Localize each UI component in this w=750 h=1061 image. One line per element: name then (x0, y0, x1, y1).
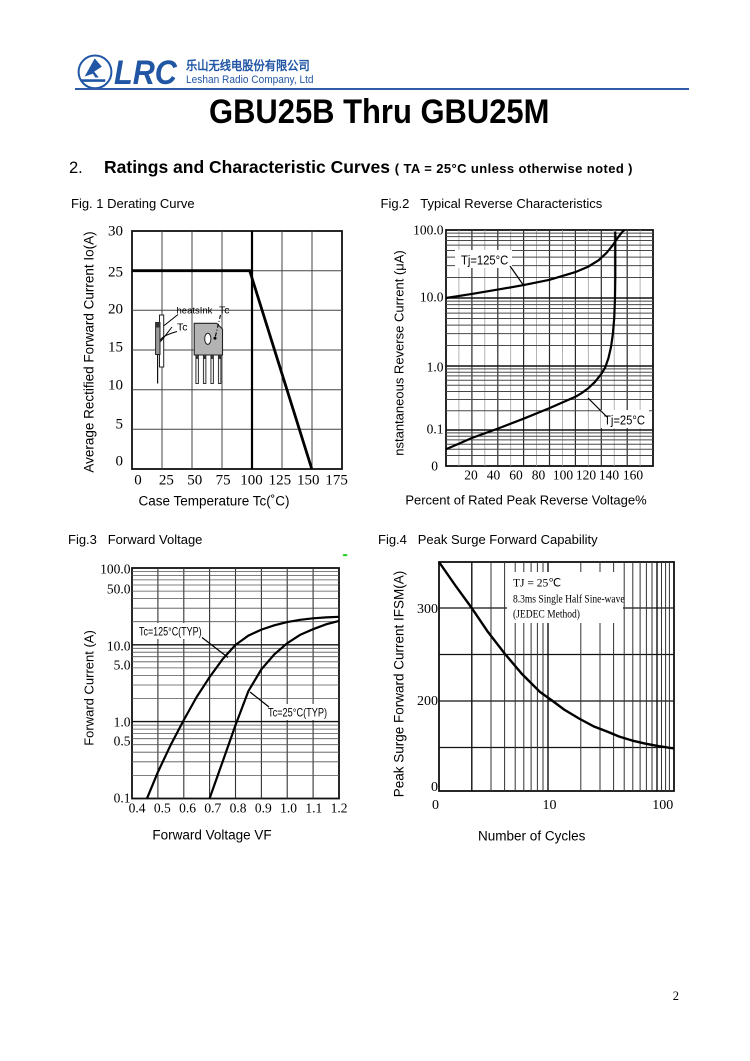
svg-text:Tj=125°C: Tj=125°C (461, 253, 509, 268)
svg-text:Tc=125°C(TYP): Tc=125°C(TYP) (139, 627, 202, 639)
svg-text:Tc: Tc (219, 305, 230, 317)
svg-text:Tc=25°C(TYP): Tc=25°C(TYP) (268, 708, 327, 720)
svg-text:Tc: Tc (177, 322, 188, 334)
svg-text:heatsInk: heatsInk (177, 306, 213, 317)
svg-text:(JEDEC Method): (JEDEC Method) (513, 609, 580, 621)
svg-text:Tj=25°C: Tj=25°C (604, 413, 645, 428)
svg-text:8.3ms Single Half Sine-wave: 8.3ms Single Half Sine-wave (513, 594, 625, 606)
svg-text:TJ = 25℃: TJ = 25℃ (513, 578, 561, 590)
